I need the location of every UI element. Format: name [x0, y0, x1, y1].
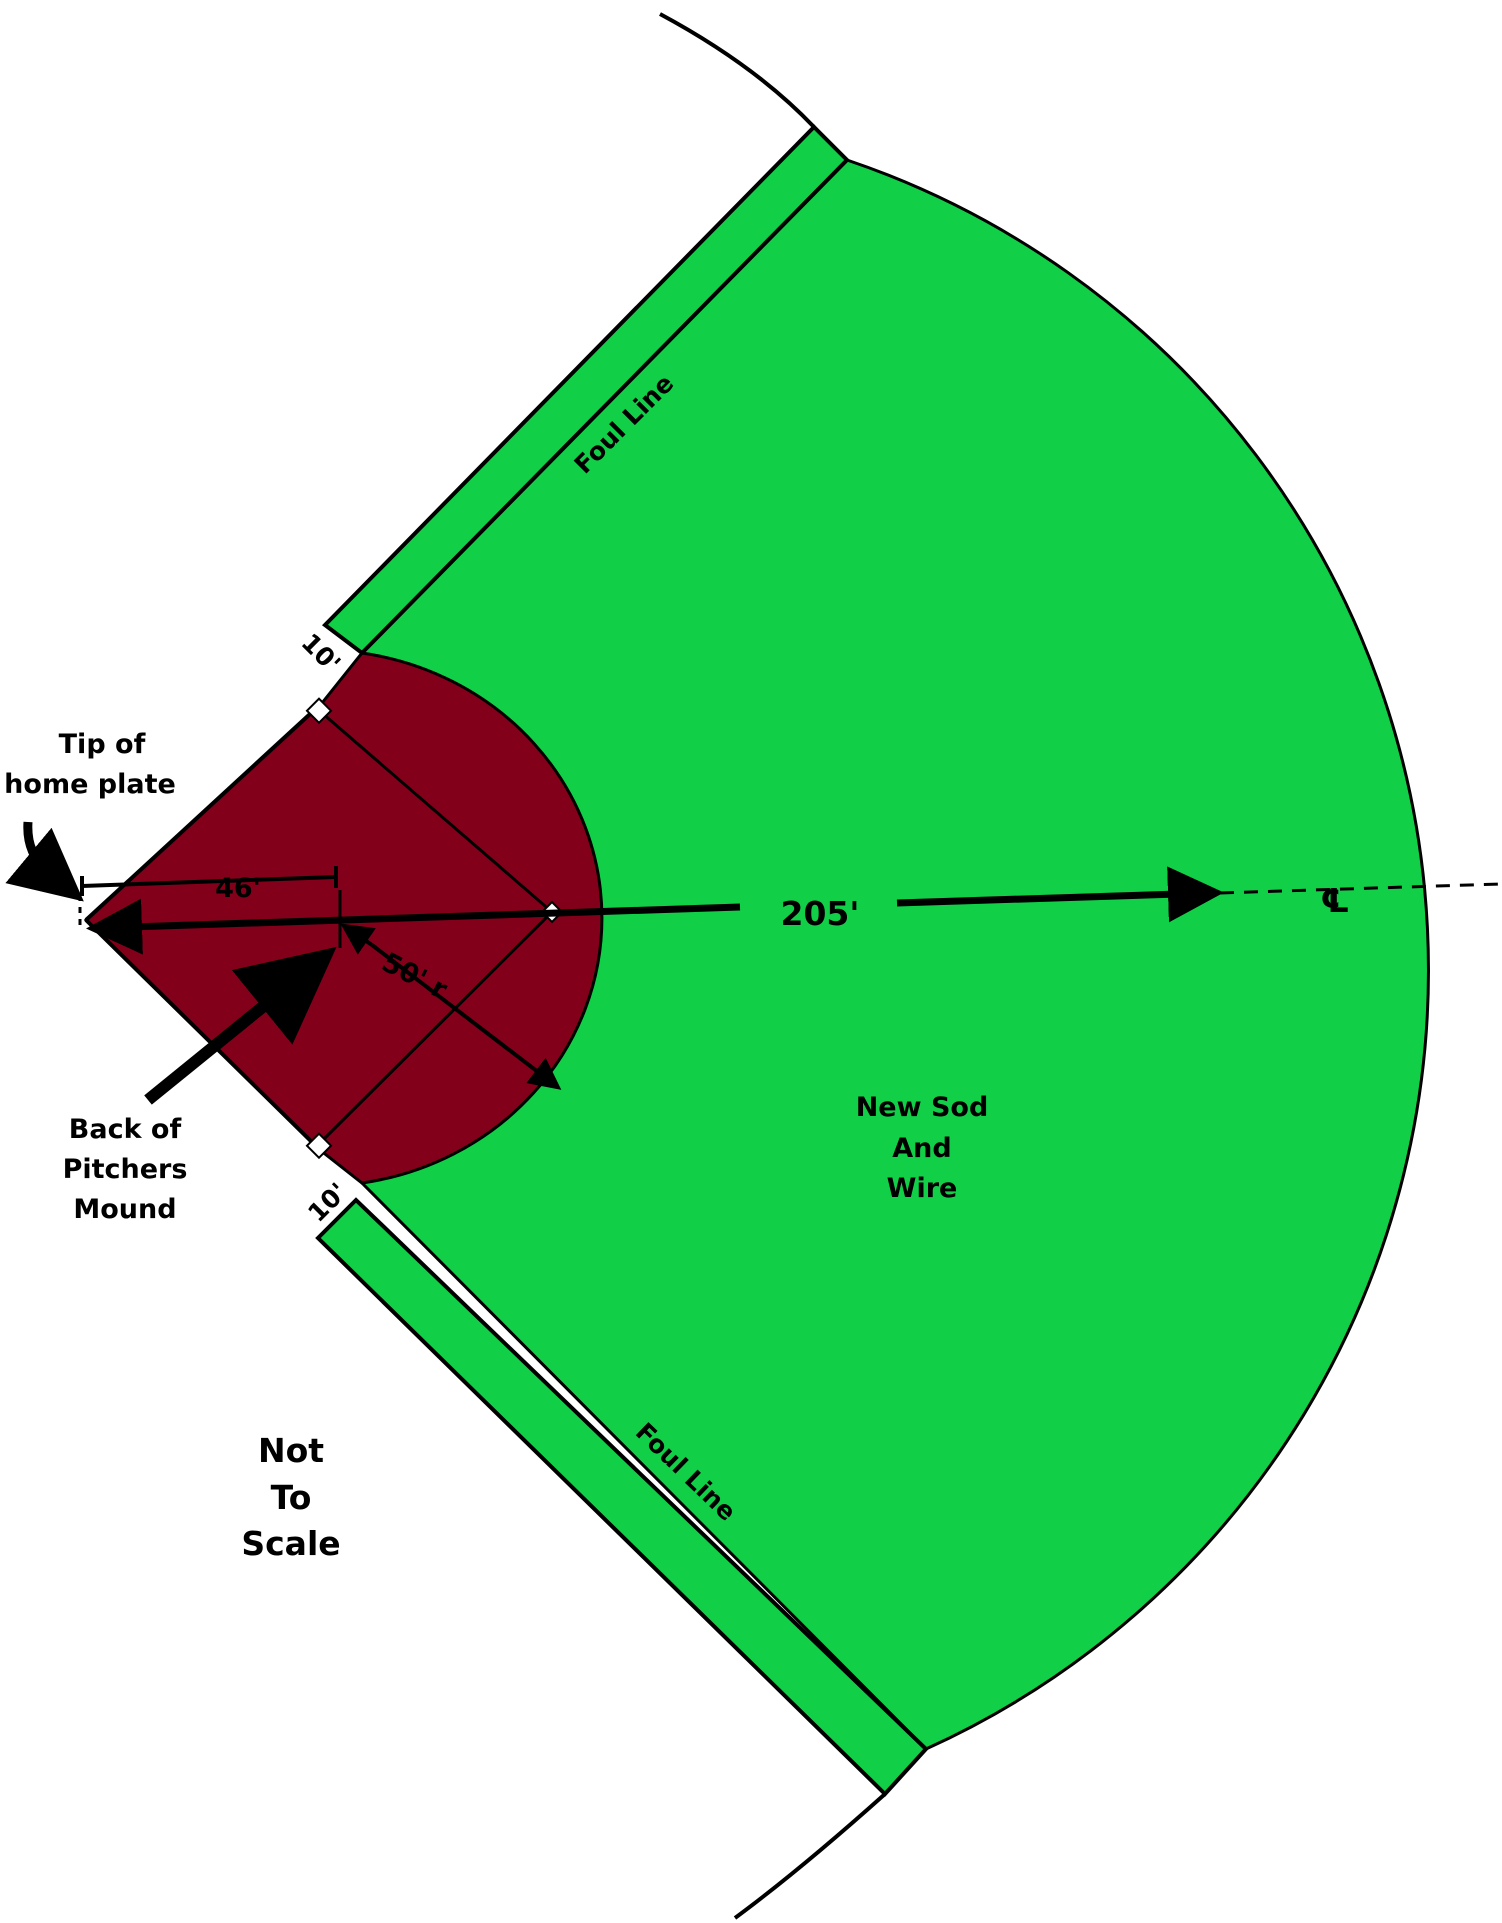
outer-arc-top: [659, 12, 816, 129]
first-base: [305, 697, 333, 725]
dimension-46-label: 46': [215, 873, 261, 904]
dimension-205-line-right: [896, 866, 1224, 923]
back-of-mound-label-line2: Pitchers: [63, 1154, 188, 1185]
third-base: [305, 1132, 333, 1160]
tip-pointer-arrow: [5, 821, 84, 902]
mound-pointer-arrow: [144, 946, 337, 1105]
outfield-sod: [360, 158, 1430, 1751]
outer-arc-bottom: [733, 1792, 887, 1920]
dimension-46-line: [81, 875, 337, 888]
new-sod-label-line1: New Sod: [856, 1092, 989, 1123]
centerline-symbol: ℄: [1320, 881, 1350, 920]
base-path-first-to-second: [321, 711, 553, 914]
new-sod-label-line3: Wire: [887, 1173, 958, 1204]
foul-edge-lower: [84, 918, 322, 1152]
foul-strip-top: [321, 124, 850, 656]
new-sod-label-line2: And: [892, 1133, 951, 1164]
tip-label-line2: home plate: [4, 769, 176, 800]
foul-strip-bottom: [315, 1197, 929, 1797]
dimension-205-line-left: [86, 898, 741, 955]
base-path-third-to-second: [318, 910, 554, 1145]
back-of-mound-label-line1: Back of: [69, 1114, 182, 1145]
tip-label-line1: Tip of: [59, 729, 146, 760]
dimension-50-line: [370, 943, 562, 1090]
not-to-scale-line3: Scale: [241, 1524, 340, 1563]
dimension-205-label: 205': [781, 894, 860, 933]
not-to-scale-line1: Not: [258, 1431, 324, 1470]
back-of-mound-label-line3: Mound: [73, 1194, 176, 1225]
dimension-50-line-back: [340, 923, 376, 955]
not-to-scale-line2: To: [271, 1478, 312, 1517]
